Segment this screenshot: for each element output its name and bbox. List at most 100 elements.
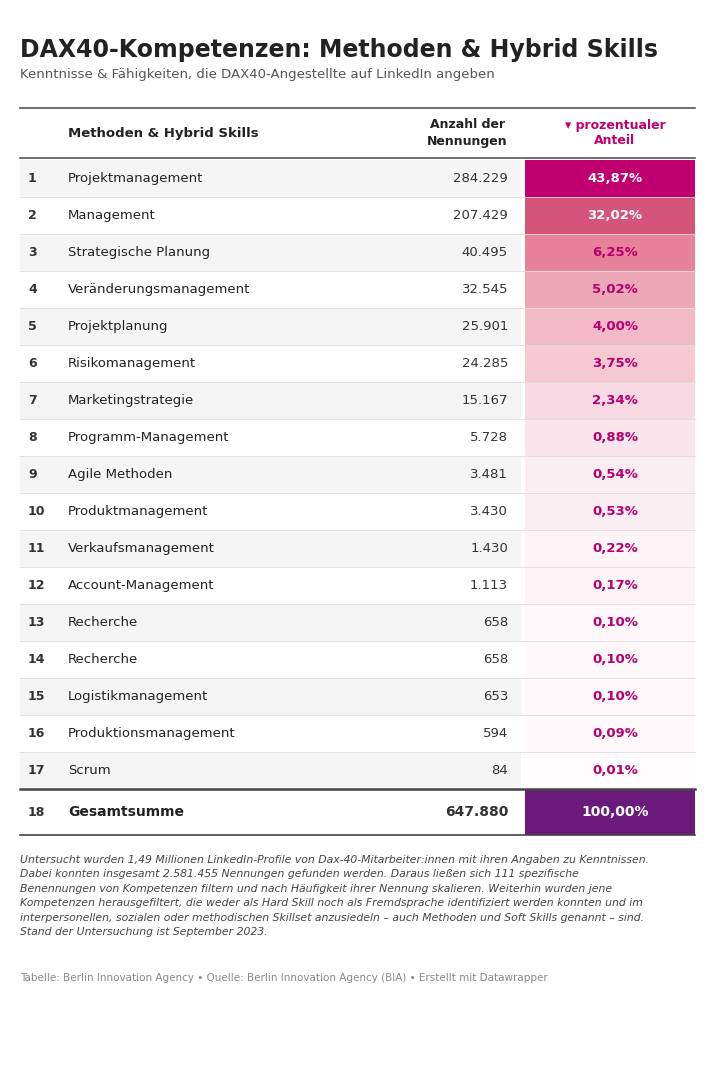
Text: 4,00%: 4,00% xyxy=(592,320,638,333)
Text: 24.285: 24.285 xyxy=(462,357,508,370)
Bar xyxy=(525,678,695,715)
Text: 0,88%: 0,88% xyxy=(592,431,638,444)
Bar xyxy=(20,789,521,835)
Text: 17: 17 xyxy=(28,764,45,777)
Text: 15: 15 xyxy=(28,690,45,703)
Text: 0,22%: 0,22% xyxy=(592,542,638,555)
Bar xyxy=(20,641,521,678)
Text: DAX40-Kompetenzen: Methoden & Hybrid Skills: DAX40-Kompetenzen: Methoden & Hybrid Ski… xyxy=(20,39,658,62)
Text: 4: 4 xyxy=(28,282,37,296)
Bar xyxy=(525,641,695,678)
Text: 2,34%: 2,34% xyxy=(592,394,638,407)
Text: 0,10%: 0,10% xyxy=(592,616,638,629)
Text: 3.430: 3.430 xyxy=(470,505,508,518)
Text: 5.728: 5.728 xyxy=(470,431,508,444)
Text: Scrum: Scrum xyxy=(68,764,111,777)
Text: Methoden & Hybrid Skills: Methoden & Hybrid Skills xyxy=(68,126,258,139)
Bar xyxy=(525,271,695,308)
Text: 0,17%: 0,17% xyxy=(592,579,638,592)
Text: 5: 5 xyxy=(28,320,37,333)
Bar xyxy=(20,234,521,271)
Text: 3: 3 xyxy=(28,246,37,259)
Text: Kenntnisse & Fähigkeiten, die DAX40-Angestellte auf LinkedIn angeben: Kenntnisse & Fähigkeiten, die DAX40-Ange… xyxy=(20,68,495,81)
Text: 1.113: 1.113 xyxy=(470,579,508,592)
Bar xyxy=(20,752,521,789)
Text: 6,25%: 6,25% xyxy=(592,246,638,259)
Bar xyxy=(20,308,521,345)
Text: 658: 658 xyxy=(483,616,508,629)
Text: 100,00%: 100,00% xyxy=(581,805,649,819)
Text: Programm-Management: Programm-Management xyxy=(68,431,229,444)
Text: 43,87%: 43,87% xyxy=(587,172,643,185)
Bar xyxy=(525,752,695,789)
Bar xyxy=(20,160,521,197)
Text: Produktmanagement: Produktmanagement xyxy=(68,505,208,518)
Text: 0,53%: 0,53% xyxy=(592,505,638,518)
Text: Strategische Planung: Strategische Planung xyxy=(68,246,210,259)
Text: 8: 8 xyxy=(28,431,37,444)
Text: 32,02%: 32,02% xyxy=(587,209,643,221)
Text: 18: 18 xyxy=(28,806,45,819)
Text: 207.429: 207.429 xyxy=(453,209,508,221)
Text: 0,10%: 0,10% xyxy=(592,690,638,703)
Text: 32.545: 32.545 xyxy=(462,282,508,296)
Text: 653: 653 xyxy=(483,690,508,703)
Bar xyxy=(20,382,521,419)
Bar xyxy=(525,234,695,271)
Text: Untersucht wurden 1,49 Millionen LinkedIn-Profile von Dax-40-Mitarbeiter:innen m: Untersucht wurden 1,49 Millionen LinkedI… xyxy=(20,855,649,937)
Bar xyxy=(525,160,695,197)
Bar xyxy=(20,345,521,382)
Text: 1.430: 1.430 xyxy=(470,542,508,555)
Bar xyxy=(525,197,695,234)
Text: Recherche: Recherche xyxy=(68,653,138,666)
Bar xyxy=(20,456,521,493)
Bar xyxy=(525,715,695,752)
Bar xyxy=(20,715,521,752)
Text: 25.901: 25.901 xyxy=(462,320,508,333)
Text: Projektmanagement: Projektmanagement xyxy=(68,172,203,185)
Bar xyxy=(525,567,695,603)
Text: 2: 2 xyxy=(28,209,37,221)
Text: 9: 9 xyxy=(28,468,37,482)
Bar xyxy=(525,345,695,382)
Text: 284.229: 284.229 xyxy=(453,172,508,185)
Text: 658: 658 xyxy=(483,653,508,666)
Text: 14: 14 xyxy=(28,653,45,666)
Text: Produktionsmanagement: Produktionsmanagement xyxy=(68,727,236,740)
Text: 84: 84 xyxy=(491,764,508,777)
Bar xyxy=(525,789,695,835)
Text: ▾ prozentualer
Anteil: ▾ prozentualer Anteil xyxy=(564,119,665,148)
Text: Gesamtsumme: Gesamtsumme xyxy=(68,805,184,819)
Text: 0,09%: 0,09% xyxy=(592,727,638,740)
Text: 11: 11 xyxy=(28,542,45,555)
Text: 594: 594 xyxy=(483,727,508,740)
Bar xyxy=(525,382,695,419)
Text: Logistikmanagement: Logistikmanagement xyxy=(68,690,208,703)
Bar xyxy=(525,419,695,456)
Bar xyxy=(20,567,521,603)
Text: Management: Management xyxy=(68,209,155,221)
Text: 15.167: 15.167 xyxy=(462,394,508,407)
Text: 3.481: 3.481 xyxy=(470,468,508,482)
Text: 10: 10 xyxy=(28,505,45,518)
Text: 40.495: 40.495 xyxy=(462,246,508,259)
Text: 0,54%: 0,54% xyxy=(592,468,638,482)
Bar xyxy=(20,530,521,567)
Text: Projektplanung: Projektplanung xyxy=(68,320,168,333)
Text: Recherche: Recherche xyxy=(68,616,138,629)
Text: 0,01%: 0,01% xyxy=(592,764,638,777)
Text: Anzahl der
Nennungen: Anzahl der Nennungen xyxy=(427,119,508,148)
Text: 16: 16 xyxy=(28,727,45,740)
Text: 1: 1 xyxy=(28,172,37,185)
Text: 5,02%: 5,02% xyxy=(592,282,638,296)
Text: Verkaufsmanagement: Verkaufsmanagement xyxy=(68,542,215,555)
Text: 12: 12 xyxy=(28,579,45,592)
Bar xyxy=(525,603,695,641)
Text: Marketingstrategie: Marketingstrategie xyxy=(68,394,195,407)
Bar xyxy=(20,419,521,456)
Bar xyxy=(525,493,695,530)
Text: 6: 6 xyxy=(28,357,37,370)
Text: Tabelle: Berlin Innovation Agency • Quelle: Berlin Innovation Agency (BIA) • Ers: Tabelle: Berlin Innovation Agency • Quel… xyxy=(20,973,547,983)
Bar xyxy=(20,197,521,234)
Text: Agile Methoden: Agile Methoden xyxy=(68,468,173,482)
